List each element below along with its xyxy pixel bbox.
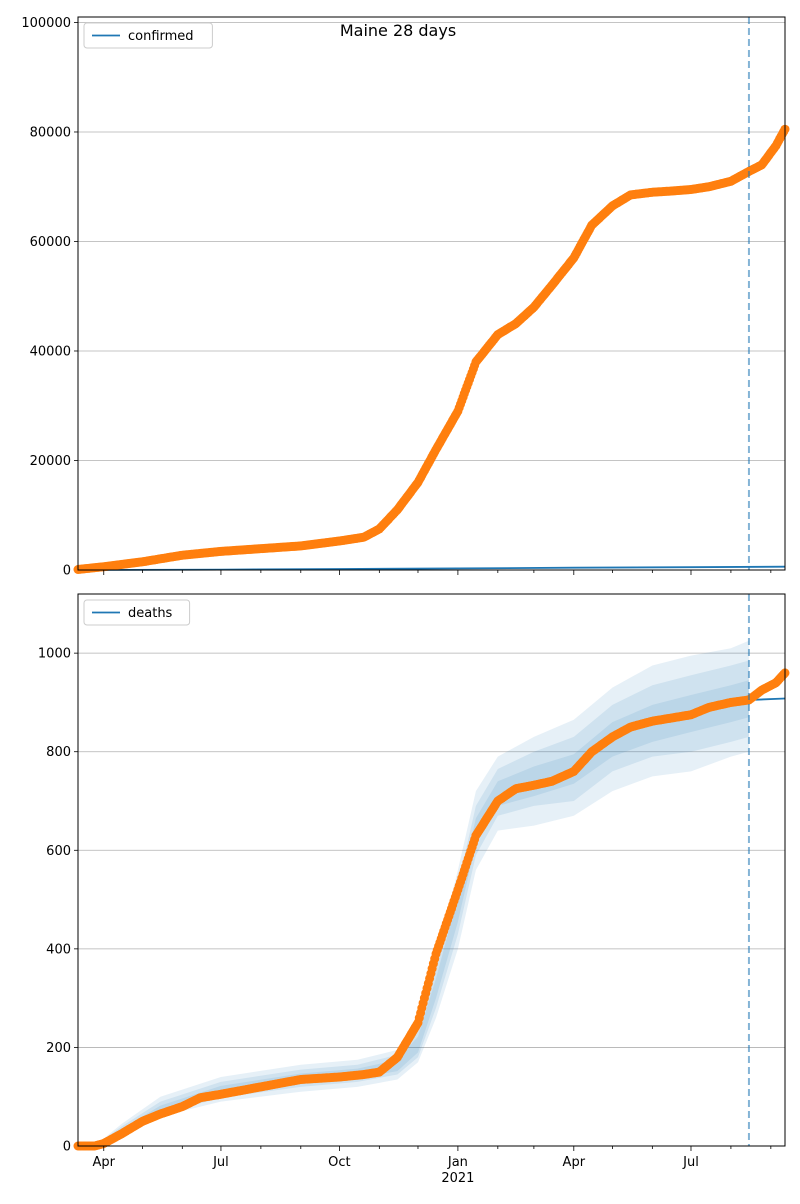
y-tick-label: 600 xyxy=(46,844,71,859)
y-tick-label: 100000 xyxy=(21,16,71,31)
y-tick-label: 1000 xyxy=(38,647,71,662)
y-tick-label: 20000 xyxy=(30,454,71,469)
y-tick-label: 800 xyxy=(46,745,71,760)
x-tick-label: Apr xyxy=(563,1155,586,1170)
y-tick-label: 0 xyxy=(63,564,71,579)
x-tick-label: Apr xyxy=(93,1155,116,1170)
x-tick-label: Jul xyxy=(682,1155,699,1170)
legend: confirmed xyxy=(83,22,213,49)
legend-label: confirmed xyxy=(128,29,194,44)
x-tick-label: Jan xyxy=(447,1155,468,1170)
figure-title: Maine 28 days xyxy=(340,21,456,40)
y-tick-label: 0 xyxy=(63,1140,71,1155)
axes-frame xyxy=(77,593,786,1147)
confidence-band-inner xyxy=(94,680,749,1146)
y-tick-label: 80000 xyxy=(30,125,71,140)
x-tick-sublabel: 2021 xyxy=(441,1171,474,1186)
y-tick-label: 200 xyxy=(46,1041,71,1056)
y-tick-label: 400 xyxy=(46,942,71,957)
legend-label: deaths xyxy=(128,606,173,621)
y-tick-label: 60000 xyxy=(30,235,71,250)
legend-frame xyxy=(83,599,191,626)
legend: deaths xyxy=(83,599,191,626)
x-tick-label: Jul xyxy=(212,1155,229,1170)
y-tick-label: 40000 xyxy=(30,344,71,359)
legend-frame xyxy=(83,22,213,49)
axes-frame xyxy=(77,16,786,571)
observed-points xyxy=(73,124,790,574)
observed-points xyxy=(73,668,790,1151)
confirmed-panel: 0 20000 40000 60000 80000 100000 confirmed xyxy=(21,16,790,579)
confidence-band-outer xyxy=(94,640,749,1146)
x-tick-label: Oct xyxy=(328,1155,350,1170)
confidence-band-middle xyxy=(94,660,749,1146)
